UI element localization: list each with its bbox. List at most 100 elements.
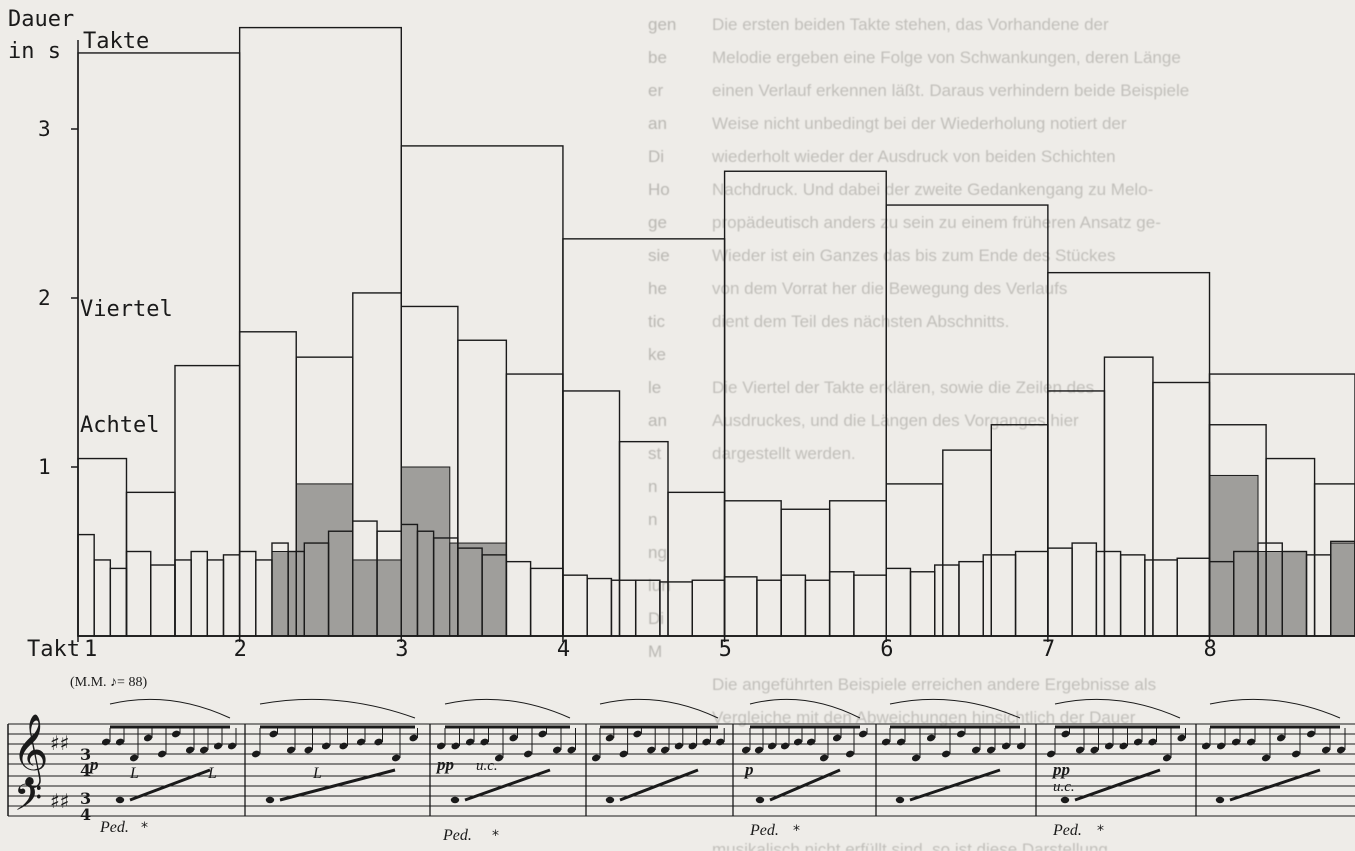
note-head xyxy=(591,754,601,762)
achtel-bar-11 xyxy=(255,559,273,637)
x-tick-label-7: 7 xyxy=(1042,637,1055,662)
takte-bar-1 xyxy=(77,52,241,637)
achtel-bar-30 xyxy=(691,579,726,637)
shaded-bar-1 xyxy=(271,551,297,637)
note-head xyxy=(1001,742,1011,750)
note-head xyxy=(674,742,683,750)
pedal-mark-4: Ped. xyxy=(1052,822,1082,839)
bleed-line: n xyxy=(648,477,658,496)
pedal-release-2: * xyxy=(492,828,499,843)
bleed-line: st xyxy=(648,444,662,463)
bleed-line: einen Verlauf erkennen läßt. Daraus verh… xyxy=(712,81,1190,100)
note-head xyxy=(660,746,670,754)
bleed-line: Vergleiche mit den Abweichungen hinsicht… xyxy=(712,708,1136,727)
x-ticks: 1 2 3 4 5 6 7 8 xyxy=(77,636,1217,662)
note-head xyxy=(688,742,697,750)
note-head xyxy=(1119,742,1128,750)
note-head xyxy=(881,738,891,746)
beam-bass xyxy=(1229,768,1321,802)
note-head xyxy=(269,730,278,738)
key-signature-treble: ♯♯ xyxy=(50,731,69,755)
viertel-bar-12 xyxy=(667,491,726,637)
pedal-mark-1: Ped. xyxy=(99,819,129,836)
x-tick-label-1: 1 xyxy=(84,637,97,662)
beam-bass xyxy=(769,768,841,802)
note-head xyxy=(986,746,996,754)
bleed-line: gen xyxy=(648,15,677,34)
music-score: (M.M. ♪= 88) 𝄞 𝄢 ♯♯ ♯♯ 3 4 3 4 p pp p pp… xyxy=(7,675,1355,843)
achtel-bar-5 xyxy=(150,564,176,637)
annotation-achtel: Achtel xyxy=(80,413,159,438)
dynamic-p-1: p xyxy=(88,755,99,774)
note-head xyxy=(321,742,331,750)
note-head xyxy=(619,750,628,758)
bass-clef-icon: 𝄢 xyxy=(14,777,42,828)
y-tick-label-2: 2 xyxy=(38,286,51,310)
beam-bass xyxy=(619,768,699,802)
note-head xyxy=(633,730,642,738)
dynamic-p-2: p xyxy=(743,760,754,779)
viertel-bars xyxy=(77,292,1355,637)
bleed-line: he xyxy=(648,279,667,298)
note-head xyxy=(1216,742,1226,750)
achtel-bar-36 xyxy=(853,574,887,637)
bleed-line: Die ersten beiden Takte stehen, das Vorh… xyxy=(712,15,1109,34)
bleed-line: Die angeführten Beispiele erreichen ande… xyxy=(712,675,1157,694)
achtel-bar-43 xyxy=(1047,547,1073,637)
note-head xyxy=(911,754,921,762)
viertel-bar-9 xyxy=(505,373,564,637)
viertel-bar-11 xyxy=(618,440,669,637)
note-head xyxy=(1016,742,1026,750)
note-head xyxy=(806,738,816,746)
bleed-line: M xyxy=(648,642,663,661)
achtel-bar-41 xyxy=(982,554,1017,637)
takte-bar-5 xyxy=(723,170,887,637)
note-head xyxy=(941,750,951,758)
shaded-bar-8 xyxy=(1330,542,1355,637)
note-head xyxy=(1231,738,1241,746)
note-head xyxy=(1104,742,1114,750)
bass-note-head xyxy=(265,796,275,804)
note-head xyxy=(1306,730,1316,738)
note-head xyxy=(956,730,966,738)
note-head xyxy=(1090,746,1099,754)
bleed-line: wiederholt wieder der Ausdruck von beide… xyxy=(712,147,1116,166)
achtel-bar-8 xyxy=(206,559,225,637)
bleed-through-text-right: Die ersten beiden Takte stehen, das Vorh… xyxy=(712,0,1355,851)
note-head xyxy=(523,750,533,758)
note-head xyxy=(1133,738,1143,746)
note-head xyxy=(754,746,764,754)
beam-bass xyxy=(464,768,551,802)
achtel-bar-34 xyxy=(804,579,831,637)
note-head xyxy=(213,742,223,750)
note-head xyxy=(374,738,383,746)
bleed-line: propädeutisch anders zu sein zu einem fr… xyxy=(712,213,1161,232)
bleed-line: tic xyxy=(648,312,665,331)
x-tick-label-8: 8 xyxy=(1204,637,1217,662)
bass-note-head xyxy=(895,796,905,804)
note-head xyxy=(509,734,518,742)
y-tick-label-1: 1 xyxy=(38,455,51,479)
bleed-line: Melodie ergeben eine Folge von Schwankun… xyxy=(712,48,1181,67)
dynamic-pp-2: pp xyxy=(1051,760,1070,779)
achtel-bar-24 xyxy=(529,567,564,637)
slur xyxy=(599,698,719,719)
shaded-bars xyxy=(271,466,1355,637)
achtel-bar-32 xyxy=(756,579,782,637)
achtel-bar-48 xyxy=(1176,557,1211,637)
pedal-release-1: * xyxy=(141,820,148,836)
note-head xyxy=(538,730,547,738)
note-head xyxy=(767,742,777,750)
bass-note-head xyxy=(1060,796,1070,804)
achtel-bar-29 xyxy=(659,581,693,637)
bleed-line: sie xyxy=(648,246,670,265)
slur xyxy=(109,698,231,719)
annotation-takte: Takte xyxy=(83,29,149,54)
dynamic-pp-1: pp xyxy=(435,755,454,774)
bleed-line: dargestellt werden. xyxy=(712,444,856,463)
achtel-bars xyxy=(77,520,1355,637)
bleed-line: er xyxy=(648,81,664,100)
note-head xyxy=(1061,730,1070,738)
note-head xyxy=(1246,738,1256,746)
